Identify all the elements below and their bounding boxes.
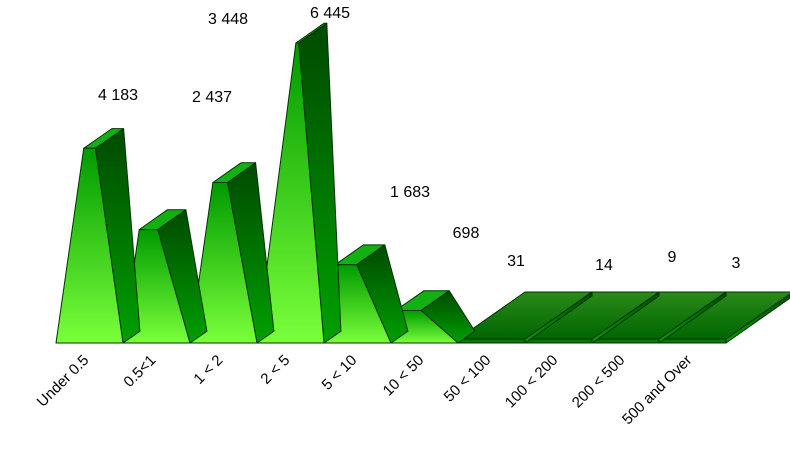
x-tick-label-3: 2 < 5: [257, 352, 293, 388]
bar-front-face: [189, 182, 258, 344]
bar-front-face: [457, 338, 526, 344]
value-label-9: 3: [732, 255, 741, 272]
bar-7: [524, 291, 660, 344]
x-tick-label-5: 10 < 50: [380, 352, 428, 400]
bar-side-face: [725, 293, 790, 344]
bar-2: [189, 162, 275, 344]
bar-5: [390, 290, 476, 344]
value-label-8: 9: [668, 249, 677, 266]
value-label-5: 698: [453, 225, 480, 242]
bar-side-face: [658, 291, 727, 344]
value-label-4: 1 683: [390, 184, 430, 201]
value-label-6: 31: [507, 253, 525, 270]
value-label-7: 14: [595, 257, 613, 274]
x-tick-label-9: 500 and Over: [619, 352, 695, 428]
bars-layer: [55, 22, 790, 344]
x-tick-label-4: 5 < 10: [319, 352, 361, 394]
bar-3: [256, 22, 342, 344]
value-label-0: 4 183: [98, 87, 138, 104]
x-tick-label-2: 1 < 2: [190, 352, 226, 388]
bar-8: [591, 291, 727, 344]
bar-front-face: [55, 147, 124, 344]
value-labels-layer: 4 183 2 437 3 448 6 445 1 683 698 31 14 9 3: [98, 5, 741, 274]
bar-front-face: [524, 338, 593, 344]
x-tick-label-8: 200 < 500: [569, 352, 629, 412]
x-tick-label-6: 50 < 100: [441, 352, 495, 406]
value-label-3: 6 445: [310, 5, 350, 22]
value-label-1: 2 437: [192, 89, 232, 106]
bar-side-face: [524, 291, 593, 344]
x-tick-label-1: 0.5<1: [120, 352, 159, 391]
tick-labels-layer: Under 0.5 0.5<1 1 < 2 2 < 5 5 < 10 10 < 50 50 …: [34, 352, 696, 428]
bar-front-face: [256, 42, 325, 344]
bar-1: [122, 209, 208, 344]
value-label-2: 3 448: [208, 11, 248, 28]
bar-front-face: [658, 338, 727, 344]
bar-front-face: [591, 338, 660, 344]
x-tick-label-0: Under 0.5: [34, 352, 93, 411]
bar-side-face: [591, 291, 660, 344]
x-tick-label-7: 100 < 200: [502, 352, 562, 412]
bar-9: [658, 291, 790, 344]
bar-6: [457, 291, 593, 344]
bar-0: [55, 128, 141, 344]
